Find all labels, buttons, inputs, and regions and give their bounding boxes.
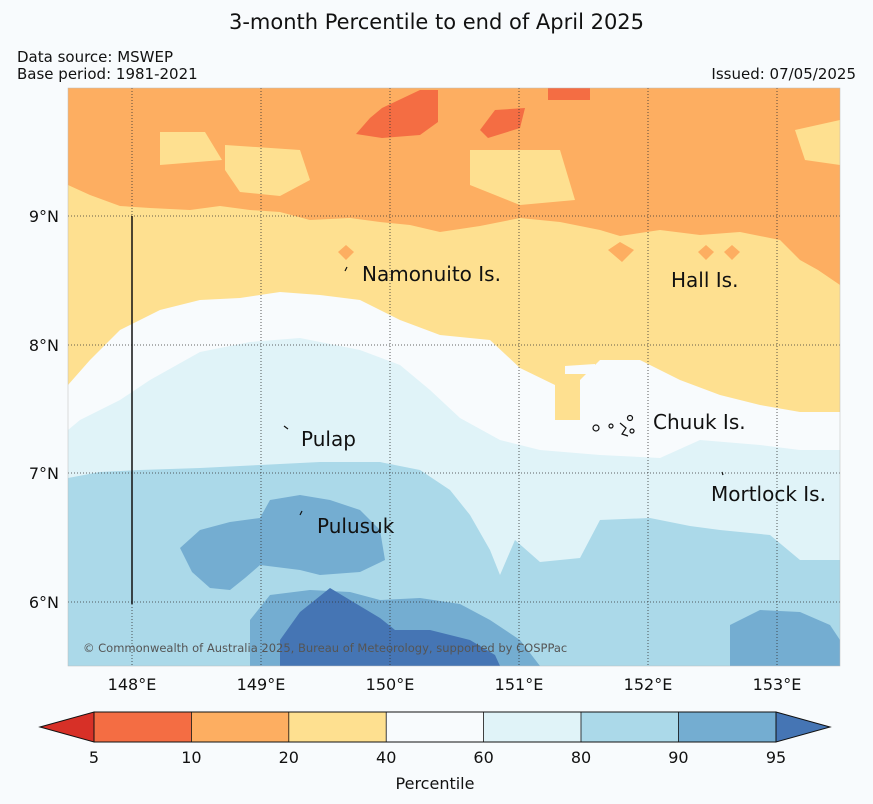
legend-swatch [386, 712, 484, 742]
legend-tick-label: 10 [181, 748, 201, 767]
pulap-island-marker [283, 425, 289, 430]
graticule [68, 88, 840, 666]
lon-label: 150°E [366, 675, 415, 694]
place-labels: Namonuito Is. Hall Is. Pulap Chuuk Is. M… [301, 262, 826, 538]
lon-label: 149°E [237, 675, 286, 694]
pulusuk-island-marker [299, 510, 303, 516]
map-title: 3-month Percentile to end of April 2025 [228, 10, 645, 34]
namonuito-island-marker [344, 266, 348, 272]
legend-tick-label: 95 [766, 748, 786, 767]
legend-swatch [483, 712, 581, 742]
lat-label: 9°N [29, 207, 59, 226]
label-hall: Hall Is. [671, 268, 738, 292]
longitude-labels: 148°E 149°E 150°E 151°E 152°E 153°E [108, 675, 802, 694]
map-frame [67, 87, 841, 667]
label-mortlock: Mortlock Is. [711, 482, 826, 506]
meta-left: Data source: MSWEP Base period: 1981-202… [17, 49, 198, 83]
latitude-labels: 9°N 8°N 7°N 6°N [29, 207, 59, 612]
lon-label: 151°E [495, 675, 544, 694]
legend-tick-label: 40 [376, 748, 396, 767]
legend-tick-label: 20 [279, 748, 299, 767]
legend-swatch [94, 712, 192, 742]
map-fill [68, 88, 840, 666]
mortlock-island-marker [721, 471, 724, 476]
legend-swatch [191, 712, 289, 742]
lon-label: 148°E [108, 675, 157, 694]
label-pulusuk: Pulusuk [317, 514, 395, 538]
lat-label: 6°N [29, 593, 59, 612]
legend-ticks: 5 10 20 40 60 80 90 95 [89, 748, 786, 767]
data-source-text: Data source: MSWEP [17, 48, 174, 66]
copyright-notice: © Commonwealth of Australia 2025, Bureau… [83, 641, 567, 655]
legend-colorbar: 5 10 20 40 60 80 90 95 Percentile [38, 711, 832, 793]
legend-tick-label: 60 [473, 748, 493, 767]
legend-tick-label: 5 [89, 748, 99, 767]
legend-tick-label: 90 [668, 748, 688, 767]
lat-label: 8°N [29, 336, 59, 355]
legend-extend-high [775, 711, 832, 743]
base-period-text: Base period: 1981-2021 [17, 65, 198, 83]
legend-swatch [581, 712, 679, 742]
label-pulap: Pulap [301, 427, 356, 451]
legend-swatch [288, 712, 387, 742]
lat-label: 7°N [29, 464, 59, 483]
chuuk-lagoon-islands [592, 414, 635, 437]
label-chuuk: Chuuk Is. [653, 410, 746, 434]
lon-label: 152°E [624, 675, 673, 694]
lon-label: 153°E [753, 675, 802, 694]
island-markers [283, 266, 724, 516]
issued-date: Issued: 07/05/2025 [711, 65, 856, 83]
legend-tick-label: 80 [571, 748, 591, 767]
legend-title: Percentile [396, 774, 475, 793]
label-namonuito: Namonuito Is. [362, 262, 501, 286]
legend-extend-low [38, 711, 95, 743]
legend-swatch [678, 712, 776, 742]
